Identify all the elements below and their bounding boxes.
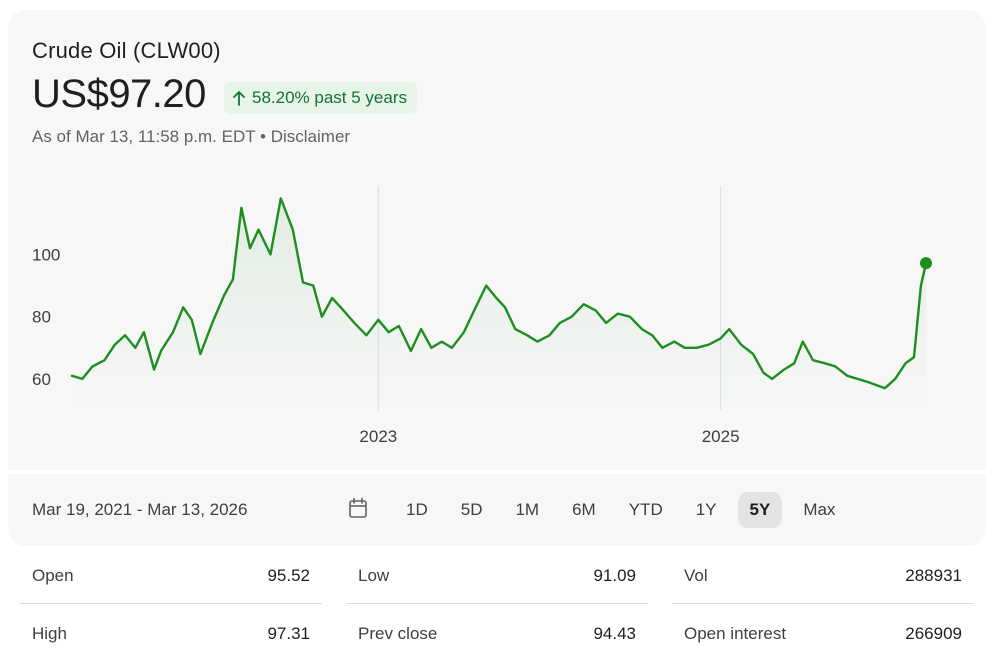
stat-open: Open 95.52 — [20, 548, 322, 604]
stat-label: Prev close — [358, 624, 438, 643]
stat-value: 288931 — [905, 565, 962, 585]
stat-value: 266909 — [905, 624, 962, 643]
range-tab-5d[interactable]: 5D — [460, 500, 483, 519]
separator: • — [255, 127, 271, 146]
as-of-line: As of Mar 13, 11:58 p.m. EDT • Disclaime… — [32, 127, 350, 147]
change-text: 58.20% past 5 years — [252, 88, 407, 107]
range-tab-1m[interactable]: 1M — [515, 500, 540, 519]
y-tick-label: 80 — [32, 308, 51, 327]
last-price-marker — [920, 257, 932, 270]
disclaimer-link[interactable]: Disclaimer — [270, 127, 351, 146]
range-tab-6m[interactable]: 6M — [572, 500, 596, 519]
calendar-icon[interactable] — [348, 497, 368, 519]
stat-value: 91.09 — [593, 565, 636, 585]
arrow-up-icon — [233, 91, 245, 106]
stat-label: High — [32, 624, 67, 643]
stat-vol: Vol 288931 — [672, 548, 974, 604]
as-of-timestamp: As of Mar 13, 11:58 p.m. EDT — [32, 127, 256, 146]
range-tab-1y[interactable]: 1Y — [695, 500, 717, 519]
stat-low: Low 91.09 — [346, 548, 648, 604]
y-tick-label: 100 — [32, 245, 60, 264]
instrument-title: Crude Oil (CLW00) — [32, 38, 221, 63]
range-tab-ytd[interactable]: YTD — [628, 500, 663, 519]
date-range: Mar 19, 2021 - Mar 13, 2026 — [32, 500, 248, 519]
stat-label: Low — [358, 565, 390, 585]
x-tick-label: 2025 — [702, 427, 740, 446]
current-price: US$97.20 — [32, 72, 206, 116]
stat-prev-close: Prev close 94.43 — [346, 606, 648, 662]
x-tick-label: 2023 — [359, 427, 397, 446]
stat-value: 94.43 — [593, 624, 636, 643]
chart-footer: Mar 19, 2021 - Mar 13, 2026 1D 5D 1M 6M … — [8, 474, 986, 546]
stat-value: 97.31 — [267, 624, 310, 643]
price-area-fill — [72, 198, 926, 410]
range-tab-5y[interactable]: 5Y — [737, 492, 783, 528]
change-badge: 58.20% past 5 years — [224, 82, 417, 114]
range-tab-max[interactable]: Max — [803, 500, 836, 519]
range-tab-1d[interactable]: 1D — [406, 500, 428, 519]
stats-grid: Open 95.52 Low 91.09 Vol 288931 High 97.… — [0, 548, 995, 660]
stat-open-interest: Open interest 266909 — [672, 606, 974, 662]
y-tick-label: 60 — [32, 370, 51, 389]
stat-label: Open — [32, 565, 74, 585]
stat-label: Open interest — [684, 624, 787, 643]
price-chart[interactable]: 60 80 100 2023 2025 — [0, 0, 995, 470]
range-tabs: 1D 5D 1M 6M YTD 1Y 5Y Max — [394, 492, 856, 528]
stat-high: High 97.31 — [20, 606, 322, 662]
price-series-line — [70, 197, 928, 390]
stat-value: 95.52 — [267, 565, 310, 585]
stat-label: Vol — [684, 565, 708, 585]
